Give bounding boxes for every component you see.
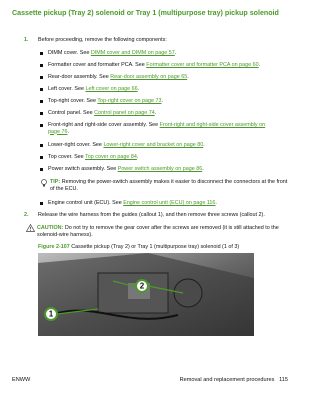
bullet-item: DIMM cover. See DIMM cover and DIMM on p… bbox=[48, 50, 276, 57]
figure-image: 1 2 bbox=[38, 253, 254, 336]
bullet-text: Control panel. See bbox=[48, 110, 95, 116]
bullet-text: Front-right and right-side cover assembl… bbox=[48, 122, 160, 128]
bullet bbox=[40, 168, 43, 171]
bullet bbox=[40, 64, 43, 67]
link[interactable]: DIMM cover and DIMM on page 57 bbox=[90, 50, 175, 56]
bullet-end: . bbox=[67, 128, 70, 135]
callout: 1 bbox=[44, 307, 58, 321]
bullet-text: Lower-right cover. See bbox=[48, 142, 104, 148]
link[interactable]: Lower-right cover and bracket on page 80 bbox=[103, 142, 204, 148]
link[interactable]: Control panel on page 74 bbox=[94, 110, 155, 116]
footer-page: 115 bbox=[279, 377, 288, 383]
caution-text: Do not try to remove the gear cover afte… bbox=[37, 225, 279, 238]
bullet-text: Engine control unit (ECU). See bbox=[48, 200, 124, 206]
footer-section: Removal and replacement procedures bbox=[179, 377, 275, 383]
tip-icon bbox=[41, 179, 47, 187]
callout-label: 2 bbox=[140, 282, 145, 291]
bullet-end: . bbox=[137, 86, 140, 92]
bullet-item: Lower-right cover. See Lower-right cover… bbox=[48, 142, 276, 149]
bullet-end: . bbox=[203, 142, 205, 148]
step-text: Release the wire harness from the guides… bbox=[38, 212, 265, 218]
link[interactable]: Power switch assembly on page 86 bbox=[117, 166, 203, 172]
step: 2. bbox=[24, 212, 29, 219]
figure-caption: Figure 2-107 Cassette pickup (Tray 2) or… bbox=[38, 244, 239, 251]
bullet-end: . bbox=[174, 50, 177, 56]
bullet-text: Formatter cover and formatter PCA. See bbox=[48, 62, 147, 68]
bullet-text: Left cover. See bbox=[48, 86, 86, 92]
bullet bbox=[40, 100, 43, 103]
figure-caption-text: Cassette pickup (Tray 2) or Tray 1 (mult… bbox=[71, 244, 240, 250]
bullet-end: . bbox=[215, 200, 217, 206]
bullet bbox=[40, 156, 43, 159]
bullet bbox=[40, 52, 43, 55]
bullet-end: . bbox=[187, 74, 189, 80]
callout-label: 1 bbox=[49, 310, 54, 319]
bullet-item: Front-right and right-side cover assembl… bbox=[48, 122, 276, 135]
link[interactable]: Rear-door assembly on page 65 bbox=[110, 74, 188, 80]
link[interactable]: Engine control unit (ECU) on page 116 bbox=[123, 200, 216, 206]
bullet-text: Rear-door assembly. See bbox=[48, 74, 111, 80]
title: Cassette pickup (Tray 2) solenoid or Tra… bbox=[12, 9, 279, 17]
caution: CAUTION: Do not try to remove the gear c… bbox=[37, 225, 287, 238]
bullet-text: Power switch assembly. See bbox=[48, 166, 118, 172]
bullet-end: . bbox=[136, 154, 139, 160]
bullet-item: Power switch assembly. See Power switch … bbox=[48, 166, 276, 173]
bullet-item: Control panel. See Control panel on page… bbox=[48, 110, 276, 117]
bullet bbox=[40, 144, 43, 147]
bullet bbox=[40, 88, 43, 91]
bullet-item: Engine control unit (ECU). See Engine co… bbox=[48, 200, 217, 207]
bullet-end: . bbox=[154, 110, 157, 116]
caution-icon bbox=[26, 224, 35, 232]
footer-left: ENWW bbox=[12, 377, 31, 383]
bullet-end: . bbox=[202, 166, 204, 172]
step-text: Before proceeding, remove the following … bbox=[38, 37, 167, 43]
step: 1. bbox=[24, 37, 29, 44]
bullet bbox=[40, 202, 43, 205]
link[interactable]: Top-right cover on page 73 bbox=[97, 98, 162, 104]
page: Cassette pickup (Tray 2) solenoid or Tra… bbox=[12, 9, 290, 384]
bullet-item: Left cover. See Left cover on page 66. bbox=[48, 86, 276, 93]
bullet-item: Rear-door assembly. See Rear-door assemb… bbox=[48, 74, 276, 81]
bullet bbox=[40, 124, 43, 127]
tip: TIP: Removing the power-switch assembly … bbox=[50, 179, 290, 192]
caution-label: CAUTION: bbox=[37, 225, 64, 231]
bullet-item: Formatter cover and formatter PCA. See F… bbox=[48, 62, 276, 69]
bullet-end: . bbox=[258, 62, 261, 68]
link[interactable]: Formatter cover and formatter PCA on pag… bbox=[146, 62, 259, 68]
tip-label: TIP: bbox=[50, 179, 61, 185]
link[interactable]: Top cover on page 84 bbox=[85, 154, 137, 160]
figure-label: Figure 2-107 bbox=[38, 244, 70, 250]
bullet-item: Top-right cover. See Top-right cover on … bbox=[48, 98, 276, 105]
footer-right: Removal and replacement procedures 115 bbox=[180, 377, 288, 384]
bullet bbox=[40, 112, 43, 115]
callout: 2 bbox=[135, 279, 149, 293]
bullet-item: Top cover. See Top cover on page 84. bbox=[48, 154, 276, 161]
step-number: 2. bbox=[24, 212, 29, 218]
link[interactable]: Left cover on page 66 bbox=[85, 86, 138, 92]
step-number: 1. bbox=[24, 37, 29, 43]
tip-text: Removing the power-switch assembly makes… bbox=[50, 179, 288, 192]
bullet-end: . bbox=[161, 98, 163, 104]
bullet-text: Top cover. See bbox=[48, 154, 86, 160]
bullet-text: Top-right cover. See bbox=[48, 98, 98, 104]
bullet-text: DIMM cover. See bbox=[48, 50, 91, 56]
bullet bbox=[40, 76, 43, 79]
link[interactable]: Front-right and right-side cover assembl… bbox=[48, 122, 266, 135]
